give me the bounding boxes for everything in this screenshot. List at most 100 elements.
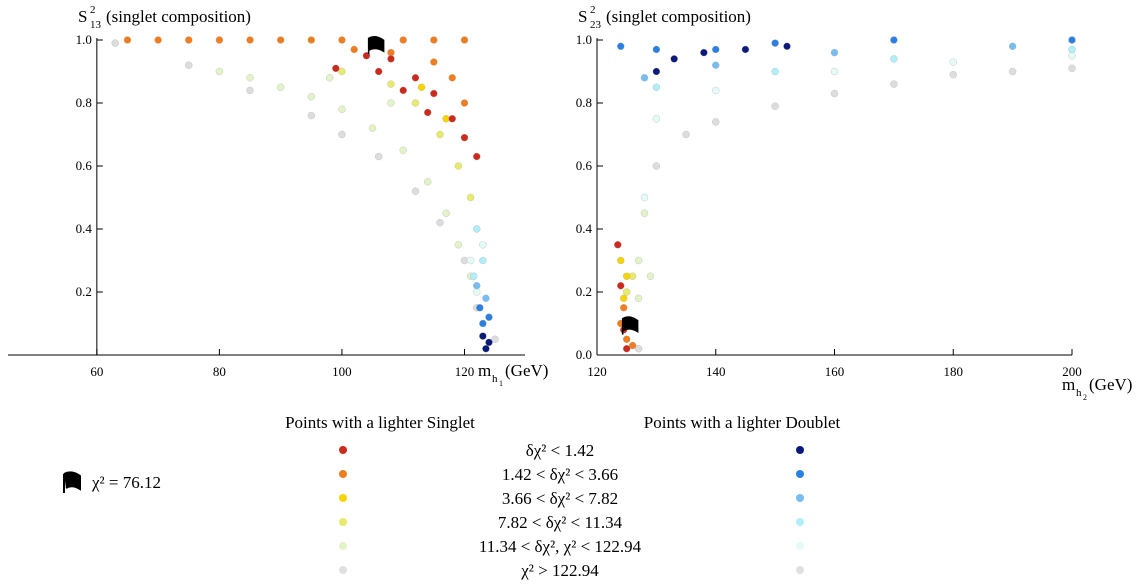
point (460, 256, 469, 265)
y-tick-label: 0.8 (576, 95, 592, 110)
point (712, 86, 720, 95)
point (307, 36, 315, 44)
point (652, 45, 661, 54)
point (460, 36, 469, 44)
best-fit-flag (367, 35, 385, 55)
point (890, 55, 898, 63)
x-label-unit: (GeV) (505, 361, 548, 380)
point (277, 83, 285, 91)
y-tick-label: 1.0 (576, 32, 592, 47)
x-label-sub: h (1076, 387, 1082, 399)
point (111, 39, 119, 47)
point (399, 146, 407, 154)
y-tick-label: 0.2 (76, 284, 92, 299)
point (640, 193, 649, 202)
best-fit-flag (621, 316, 639, 335)
point (368, 124, 377, 132)
legend-label: 1.42 < δχ² < 3.66 (502, 465, 618, 484)
x-tick-label: 100 (332, 364, 352, 379)
point (215, 36, 224, 44)
x-label-sub: h (492, 373, 498, 385)
legend-label: 11.34 < δχ², χ² < 122.94 (479, 537, 642, 556)
legend-marker (796, 518, 804, 526)
point (652, 67, 661, 76)
point (411, 74, 420, 82)
y-tick-label: 0.2 (576, 284, 592, 299)
y-label-text: (singlet composition) (106, 7, 251, 26)
x-tick-label: 120 (587, 364, 607, 379)
x-label-symbol: m (1062, 375, 1075, 394)
legend-marker (339, 446, 347, 454)
point (375, 67, 383, 76)
point (473, 152, 481, 161)
point (473, 288, 481, 296)
x-label-symbol: m (478, 361, 491, 380)
point (479, 332, 487, 340)
point (634, 294, 643, 302)
point (476, 304, 484, 312)
legend-marker (796, 446, 804, 454)
point (424, 178, 432, 186)
scatter-plot: 120 140 160 180 200 0.0 0.2 0.4 0.6 0.8 1.0 (576, 32, 1082, 379)
point (830, 48, 839, 57)
point (338, 67, 346, 76)
point (634, 256, 643, 265)
legend-marker (339, 494, 347, 502)
point (470, 272, 478, 280)
point (430, 58, 438, 66)
y-label-sub: 13 (90, 19, 102, 31)
point (771, 102, 779, 110)
point (623, 288, 631, 296)
point (338, 105, 346, 113)
point (350, 45, 358, 54)
point (652, 83, 661, 91)
point (436, 130, 444, 139)
point (399, 36, 407, 44)
point (338, 130, 346, 139)
point (460, 133, 469, 142)
point (246, 36, 254, 44)
legend-marker (339, 566, 347, 574)
point (640, 209, 649, 217)
x-label-subsub: 2 (1083, 393, 1087, 402)
y-tick-label: 0.6 (76, 158, 93, 173)
point (623, 272, 631, 280)
y-tick-label: 0.4 (76, 221, 93, 236)
point (890, 80, 898, 88)
legend-marker (339, 470, 347, 478)
point (466, 193, 475, 202)
point (634, 345, 643, 353)
point (185, 36, 193, 44)
legend-marker (796, 542, 804, 550)
point (307, 111, 315, 120)
point (185, 61, 193, 69)
legend-label: χ² > 122.94 (520, 561, 599, 580)
point (771, 67, 779, 76)
point (617, 256, 625, 265)
point (620, 294, 628, 302)
point (473, 225, 481, 233)
legend-label: 3.66 < δχ² < 7.82 (502, 489, 618, 508)
point (1068, 36, 1076, 44)
point (482, 345, 490, 353)
point (623, 335, 631, 343)
point (448, 74, 456, 82)
y-label-text: (singlet composition) (606, 7, 751, 26)
point (442, 115, 450, 123)
point (399, 86, 407, 95)
point (640, 74, 649, 82)
point (338, 36, 346, 44)
legend-marker (796, 494, 804, 502)
x-label-unit: (GeV) (1089, 375, 1132, 394)
plots: 60 80 100 120 0.2 0.4 0.6 0.8 1.0 120 140 160 180 200… (8, 32, 1082, 379)
x-tick-label: 180 (944, 364, 964, 379)
point (326, 74, 334, 82)
point (652, 162, 661, 170)
point (712, 61, 720, 69)
y-label-sup: 2 (90, 4, 96, 16)
point (949, 71, 957, 79)
point (154, 36, 162, 44)
x-tick-label: 120 (455, 364, 475, 379)
point (479, 241, 487, 249)
point (482, 294, 490, 302)
